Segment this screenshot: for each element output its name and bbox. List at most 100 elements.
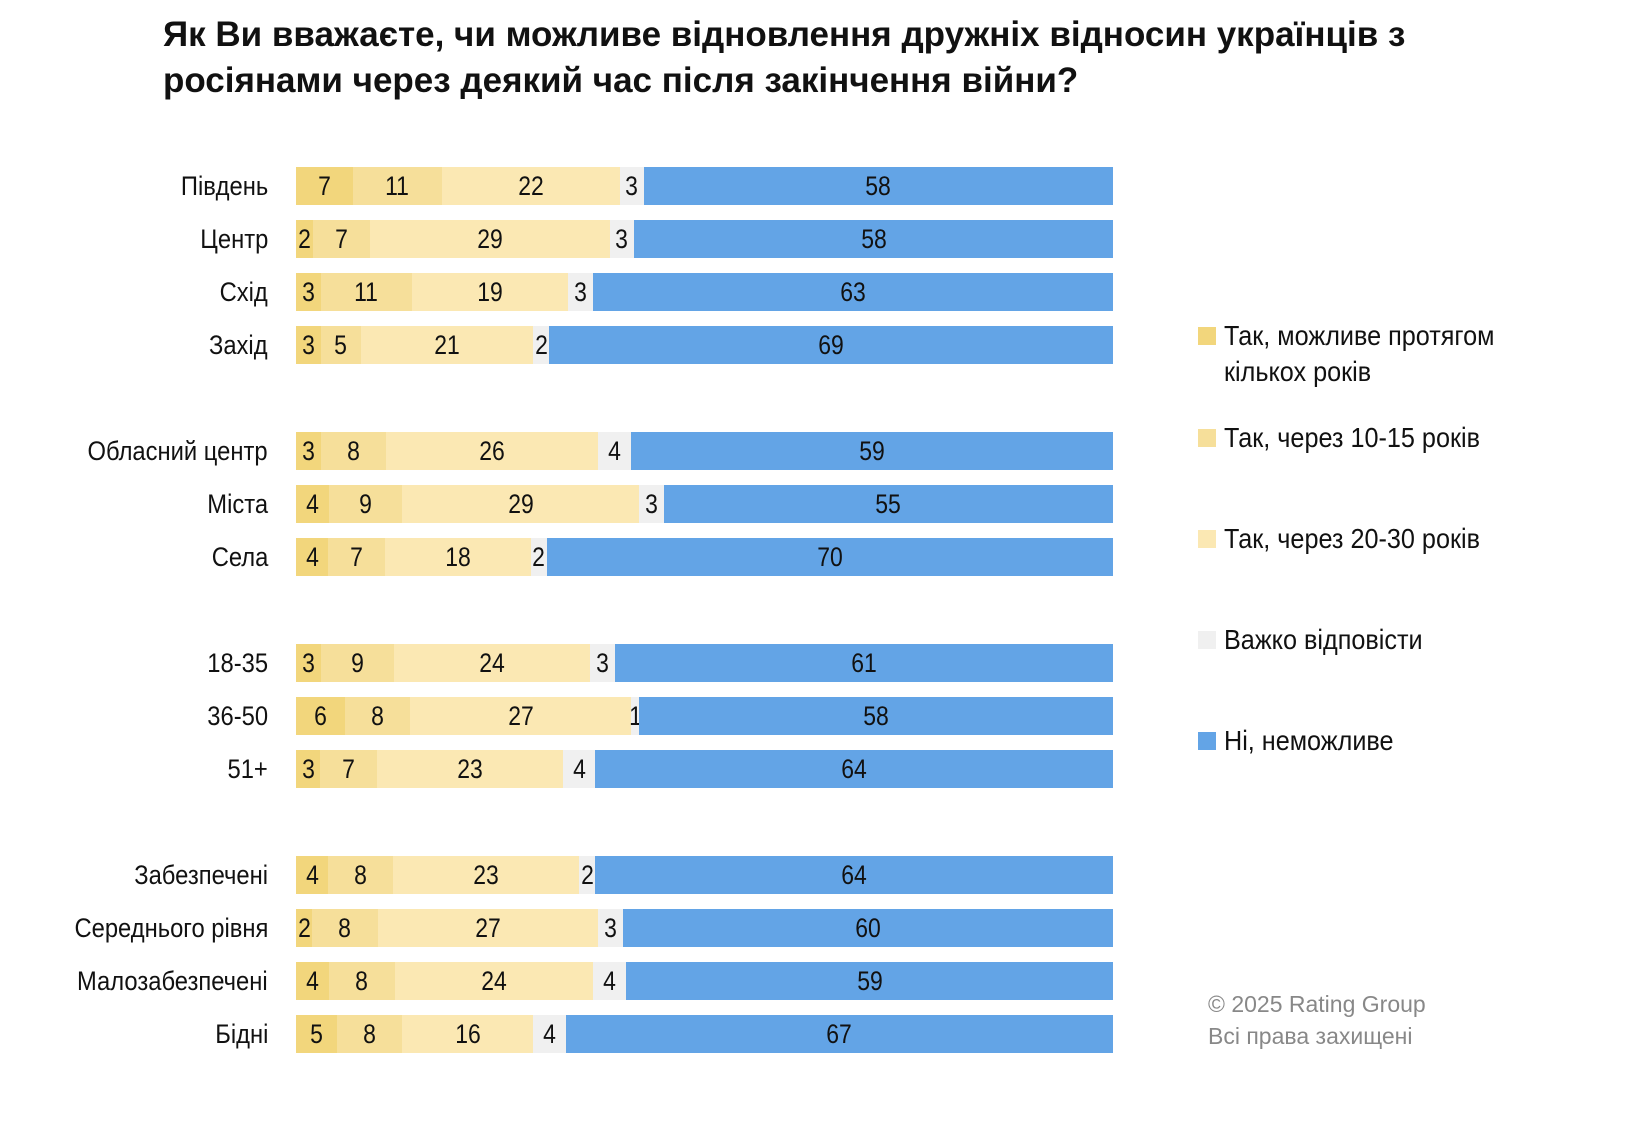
copyright: © 2025 Rating Group Всі права захищені [1208,988,1426,1052]
data-label: 67 [826,1018,853,1049]
data-label: 11 [385,170,410,201]
data-label: 8 [354,859,368,890]
data-label: 6 [314,700,327,731]
row-label: 18-35 [207,648,268,678]
bar-segment: 5 [296,1015,337,1053]
copyright-line2: Всі права захищені [1208,1023,1413,1049]
data-label: 2 [534,329,548,360]
bar-segment: 67 [565,1015,1113,1053]
bar-segment: 60 [622,909,1113,947]
bar-segment: 64 [595,856,1113,894]
legend-swatch [1198,327,1216,345]
bar-segment: 7 [328,538,385,576]
data-label: 3 [615,223,629,254]
legend-item: Так, через 20-30 років [1198,521,1554,557]
bar-segment: 26 [385,432,599,470]
data-label: 61 [851,647,877,678]
bar-segment: 4 [593,962,627,1000]
bar-segment: 3 [296,750,321,788]
data-label: 26 [479,435,505,466]
row-label: Центр [199,224,268,254]
data-label: 24 [479,647,505,678]
data-label: 7 [317,170,331,201]
bar-segment: 11 [320,273,412,311]
data-label: 58 [863,700,889,731]
data-label: 21 [434,329,460,360]
data-label: 8 [363,1018,376,1049]
copyright-line1: © 2025 Rating Group [1208,991,1426,1017]
bar-segment: 11 [352,167,442,205]
data-label: 29 [477,223,503,254]
legend-label: Так, можливе протягом кількох років [1224,320,1495,387]
data-label: 27 [507,700,534,731]
data-label: 4 [306,965,319,996]
bar-segment: 9 [328,485,403,523]
data-label: 4 [305,541,319,572]
bar-segment: 58 [634,220,1113,258]
row-label: Захід [209,330,268,360]
bar-segment: 3 [296,326,321,364]
data-label: 23 [457,753,483,784]
bar-segment: 8 [329,962,396,1000]
legend-label: Ні, неможливе [1224,725,1394,756]
bar-segment: 8 [328,856,394,894]
data-label: 3 [595,647,609,678]
data-label: 4 [305,859,319,890]
data-label: 27 [475,912,501,943]
bar-segment: 2 [532,326,550,364]
bar-segment: 64 [595,750,1113,788]
data-label: 3 [644,488,658,519]
bar-segment: 7 [320,750,377,788]
data-label: 8 [346,435,360,466]
row-label: Бідні [214,1019,268,1049]
bar-segment: 27 [377,909,599,947]
bar-segment: 19 [411,273,569,311]
bar-segment: 18 [384,538,531,576]
data-label: 70 [817,541,843,572]
data-label: 5 [310,1018,323,1049]
bar-segment: 2 [296,909,313,947]
row-label: Обласний центр [87,436,268,466]
bar-segment: 21 [361,326,533,364]
data-label: 59 [859,435,885,466]
data-label: 59 [856,965,883,996]
row-label: Малозабезпечені [77,966,268,996]
data-label: 7 [334,223,348,254]
bar-segment: 55 [663,485,1113,523]
data-label: 2 [297,912,311,943]
data-label: 3 [604,912,617,943]
data-label: 3 [574,276,588,307]
data-label: 3 [301,435,315,466]
bar-segment: 4 [296,962,329,1000]
bar-segment: 2 [530,538,547,576]
chart-title: Як Ви вважаєте, чи можливе відновлення д… [163,15,1406,100]
legend-swatch [1198,732,1216,750]
bar-segment: 24 [395,962,594,1000]
bar-segment: 29 [402,485,640,523]
bar-segment: 5 [320,326,362,364]
legend-swatch [1198,429,1216,447]
legend-swatch [1198,631,1216,649]
bar-segment: 69 [549,326,1113,364]
data-label: 4 [542,1018,556,1049]
bar-segment: 3 [296,432,321,470]
data-label: 3 [301,647,315,678]
bar-segment: 3 [296,644,321,682]
data-label: 22 [517,170,544,201]
bar-segment: 3 [619,167,644,205]
data-label: 29 [507,488,534,519]
bar-segment: 3 [639,485,664,523]
data-label: 9 [350,647,364,678]
bar-segment: 58 [639,697,1113,735]
legend-label: Важко відповісти [1224,624,1423,655]
row-label: Схід [219,277,268,307]
data-label: 58 [860,223,887,254]
bar-segment: 70 [546,538,1113,576]
bar-segment: 3 [590,644,615,682]
legend-label: Так, через 20-30 років [1224,523,1480,554]
row-label: 36-50 [207,701,268,731]
legend-item: Важко відповісти [1198,622,1554,658]
bar-segment: 8 [312,909,378,947]
bar-segment: 24 [394,644,591,682]
